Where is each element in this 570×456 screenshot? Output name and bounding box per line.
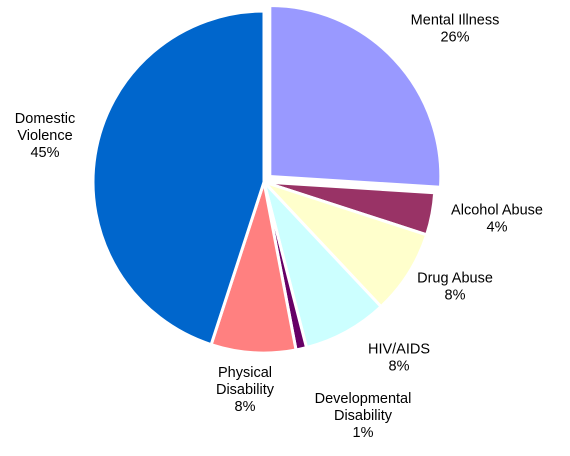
slice-percent: 8%	[445, 288, 466, 304]
slice-name-line: Developmental	[315, 391, 412, 407]
pie-slices	[91, 4, 443, 355]
slice-percent: 8%	[389, 359, 410, 375]
slice-percent: 4%	[487, 220, 508, 236]
slice-label-alcohol-abuse: Alcohol Abuse 4%	[451, 203, 543, 236]
slice-percent: 1%	[353, 425, 374, 441]
slice-label-mental-illness: Mental Illness 26%	[411, 13, 500, 46]
slice-name-line: Drug Abuse	[417, 271, 493, 287]
slice-percent: 8%	[235, 399, 256, 415]
slice-name-line: Domestic	[15, 111, 75, 127]
slice-label-domestic-violence: Domestic Violence 45%	[15, 111, 75, 161]
slice-percent: 45%	[30, 145, 59, 161]
pie-slice-mental-illness	[268, 4, 443, 189]
slice-name-line: Disability	[216, 382, 275, 398]
slice-name-line: Physical	[218, 365, 272, 381]
slice-label-physical-disability: Physical Disability 8%	[216, 365, 275, 415]
pie-slice-domestic-violence	[91, 9, 266, 347]
slice-name-line: Disability	[334, 408, 393, 424]
slice-name-line: HIV/AIDS	[368, 342, 430, 358]
slice-percent: 26%	[440, 30, 469, 46]
slice-name-line: Alcohol Abuse	[451, 203, 543, 219]
slice-label-developmental-disability: Developmental Disability 1%	[315, 391, 412, 441]
slice-name-line: Violence	[17, 128, 72, 144]
slice-labels: Mental Illness 26% Alcohol Abuse 4% Drug Abu…	[15, 13, 543, 442]
slice-label-hiv-aids: HIV/AIDS 8%	[368, 342, 430, 375]
slice-label-drug-abuse: Drug Abuse 8%	[417, 271, 493, 304]
slice-name-line: Mental Illness	[411, 13, 500, 29]
